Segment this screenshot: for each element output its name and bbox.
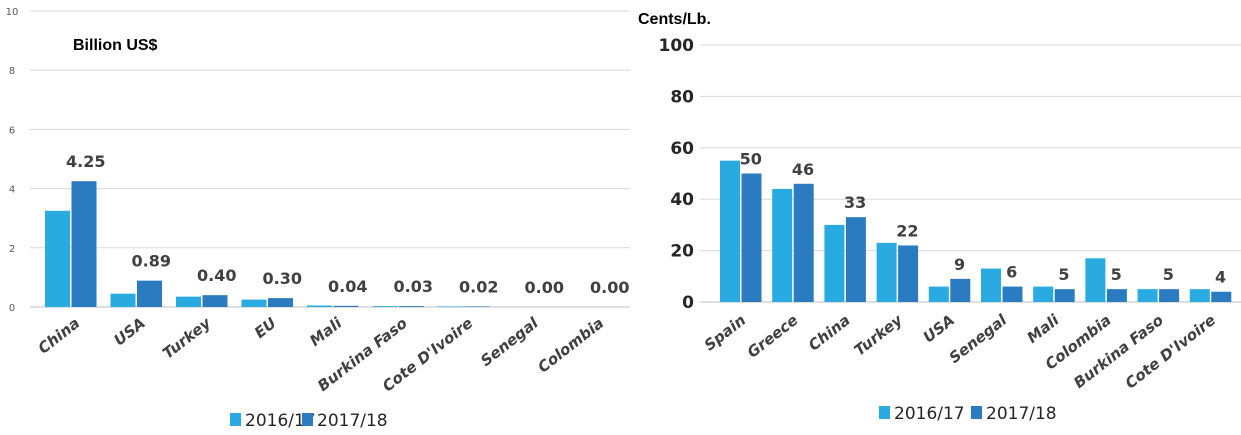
bar-2016-17 xyxy=(45,210,70,307)
legend-swatch xyxy=(879,406,890,419)
data-label: 0.89 xyxy=(132,252,171,271)
data-label: 4 xyxy=(1215,268,1226,287)
legend-label: 2017/18 xyxy=(317,411,388,431)
category-label: Turkey xyxy=(851,310,907,359)
bar-2017-18 xyxy=(741,173,762,302)
data-label: 5 xyxy=(1163,265,1174,284)
data-label: 5 xyxy=(1058,265,1069,284)
bar-2017-18 xyxy=(1002,286,1023,302)
bar-2017-18 xyxy=(333,305,359,307)
data-label: 0.40 xyxy=(197,266,236,285)
data-label: 46 xyxy=(792,160,814,179)
bar-2017-18 xyxy=(399,306,424,307)
legend-label: 2017/18 xyxy=(986,404,1057,424)
bar-2016-17 xyxy=(1189,289,1210,302)
y-tick-label: 80 xyxy=(670,87,694,107)
data-label: 0.02 xyxy=(459,277,498,296)
category-label: Mali xyxy=(1023,310,1063,346)
bar-2016-17 xyxy=(876,242,897,302)
bar-2017-18 xyxy=(1106,289,1127,302)
category-label: EU xyxy=(251,314,280,342)
bar-2016-17 xyxy=(438,306,463,307)
bar-2017-18 xyxy=(793,183,814,302)
bar-2017-18 xyxy=(1159,289,1180,302)
legend-swatch xyxy=(302,413,313,426)
data-label: 0.30 xyxy=(263,269,302,288)
category-label: Burkina Faso xyxy=(1070,311,1167,392)
data-label: 0.00 xyxy=(525,278,564,297)
legend-swatch xyxy=(230,413,241,426)
category-label: China xyxy=(805,311,854,355)
data-label: 22 xyxy=(896,221,918,240)
data-label: 0.03 xyxy=(394,277,433,296)
y-tick-label: 60 xyxy=(670,139,694,159)
bar-2016-17 xyxy=(928,286,949,302)
bar-2016-17 xyxy=(176,296,201,307)
category-label: Greece xyxy=(744,311,802,362)
category-label: Senegal xyxy=(477,313,542,369)
bar-2017-18 xyxy=(137,280,162,307)
y-tick-label: 4 xyxy=(9,185,15,196)
legend-label: 2016/17 xyxy=(894,404,965,424)
data-label: 33 xyxy=(844,193,866,212)
bar-2016-17 xyxy=(772,188,793,302)
bar-2017-18 xyxy=(202,295,228,307)
bar-2016-17 xyxy=(1033,286,1054,302)
y-tick-label: 2 xyxy=(9,244,15,255)
y-tick-label: 0 xyxy=(9,303,15,314)
legend-swatch xyxy=(971,406,982,419)
bar-2017-18 xyxy=(268,298,293,307)
y-tick-label: 0 xyxy=(682,293,694,313)
data-label: 6 xyxy=(1006,263,1017,282)
unit-label: Cents/Lb. xyxy=(638,11,711,28)
bar-2017-18 xyxy=(464,306,490,307)
y-tick-label: 6 xyxy=(9,125,15,136)
bar-2016-17 xyxy=(981,268,1001,302)
y-tick-label: 100 xyxy=(659,36,695,56)
bar-2016-17 xyxy=(307,305,332,307)
cents-per-lb-chart: 020406080100Cents/Lb.50Spain46Greece33Ch… xyxy=(638,11,1241,424)
data-label: 50 xyxy=(740,150,762,169)
bar-2017-18 xyxy=(845,217,866,302)
category-label: USA xyxy=(110,314,148,349)
category-label: USA xyxy=(920,311,958,346)
category-label: Mali xyxy=(306,313,346,349)
bar-2016-17 xyxy=(720,160,740,302)
category-label: China xyxy=(35,314,84,358)
data-label: 0.00 xyxy=(590,278,629,297)
bar-2017-18 xyxy=(71,181,97,307)
bar-2017-18 xyxy=(950,278,971,302)
data-label: 5 xyxy=(1111,265,1122,284)
data-label: 9 xyxy=(954,255,965,274)
category-label: Cote D'Ivoire xyxy=(1122,311,1219,392)
bar-2017-18 xyxy=(1211,291,1232,302)
category-label: Spain xyxy=(701,311,750,354)
y-tick-label: 20 xyxy=(670,242,694,262)
unit-label: Billion US$ xyxy=(73,37,158,54)
bar-2016-17 xyxy=(824,224,845,302)
legend-label: 2016/17 xyxy=(245,411,316,431)
y-tick-label: 8 xyxy=(9,66,15,77)
bar-2016-17 xyxy=(110,293,136,307)
bar-2016-17 xyxy=(1085,258,1106,302)
bar-2016-17 xyxy=(372,306,398,307)
y-tick-label: 40 xyxy=(670,190,694,210)
data-label: 4.25 xyxy=(66,152,105,171)
category-label: Senegal xyxy=(946,310,1011,366)
bar-2016-17 xyxy=(1137,289,1158,302)
bar-2017-18 xyxy=(898,245,919,302)
data-label: 0.04 xyxy=(328,277,367,296)
bar-2017-18 xyxy=(1054,289,1075,302)
bar-2016-17 xyxy=(241,299,267,307)
y-tick-label: 10 xyxy=(6,7,19,18)
category-label: Turkey xyxy=(159,313,215,362)
billion-usd-chart: 0 2 4 6 8 10 Billion US$ 4.25 China 0.89 USA 0.40 Tu… xyxy=(6,7,630,431)
category-label: Colombia xyxy=(534,314,607,376)
